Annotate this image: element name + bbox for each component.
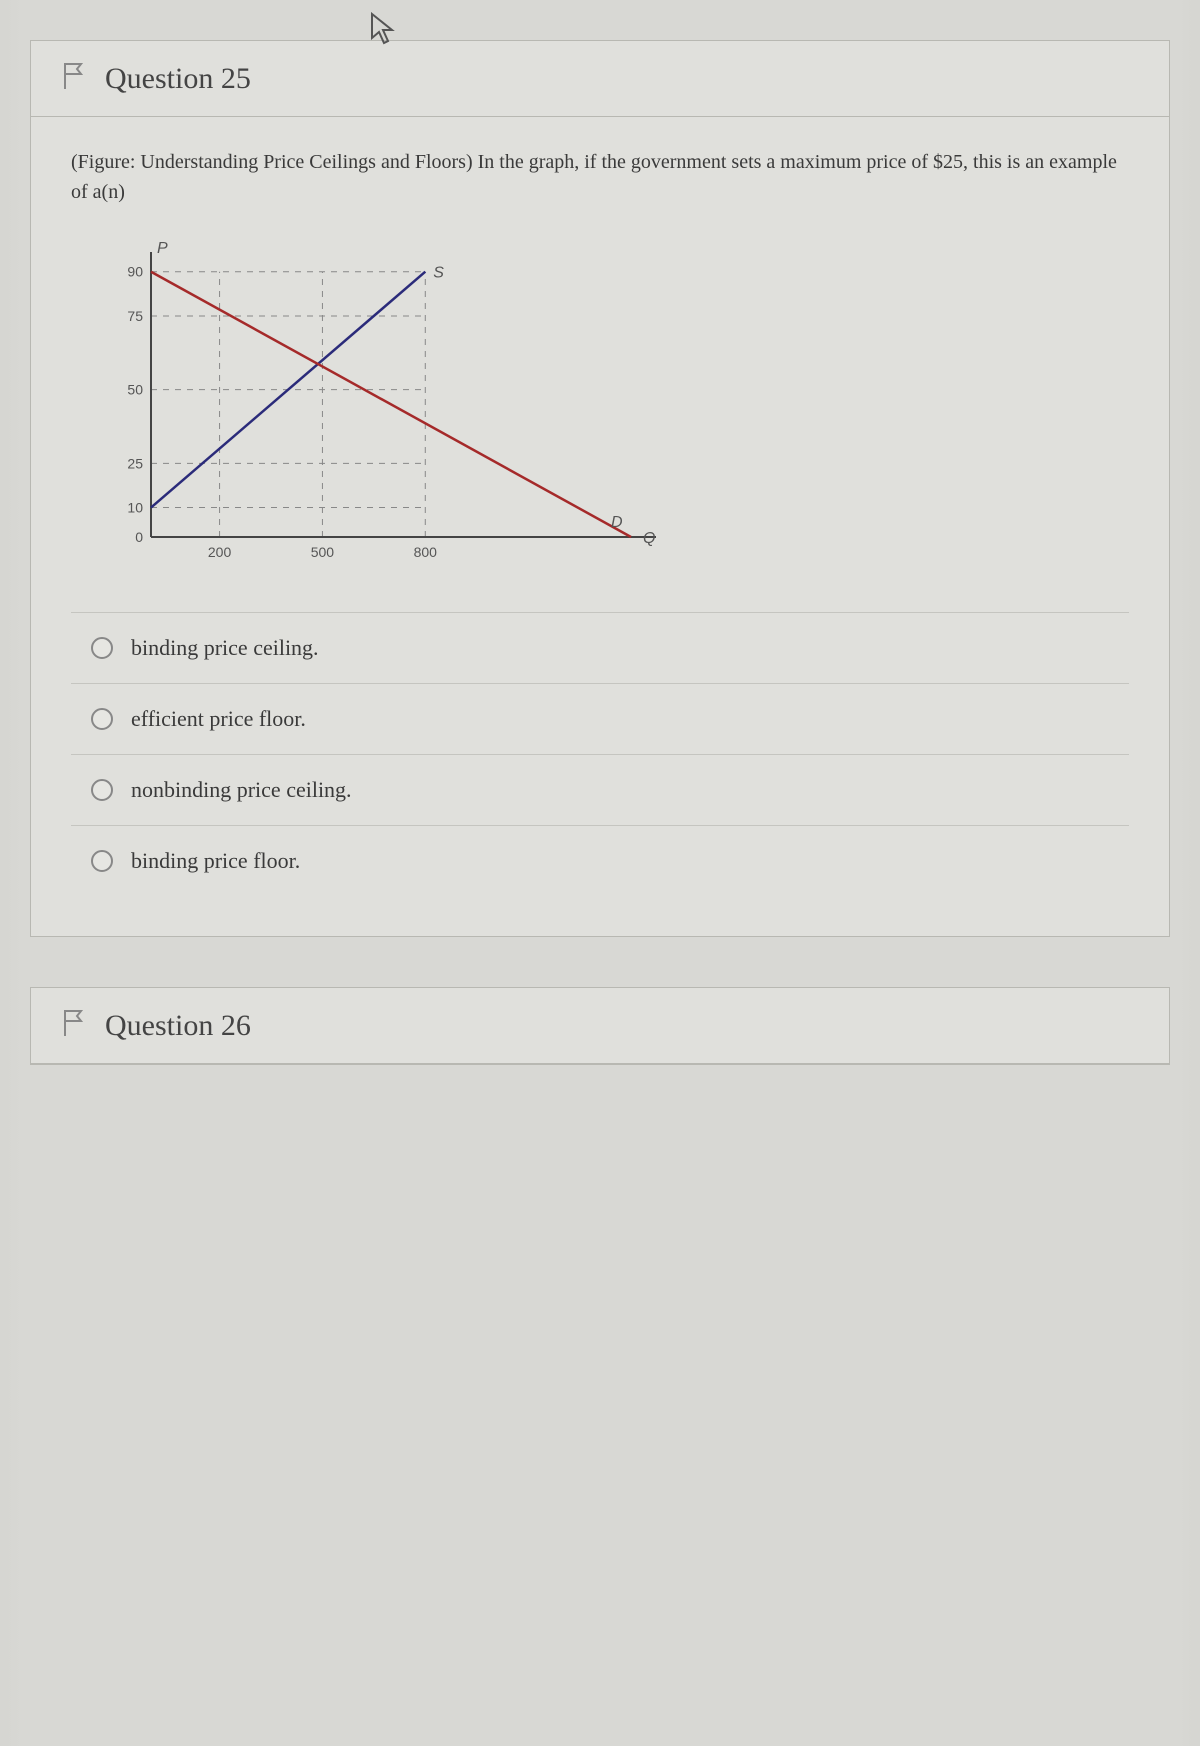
question-25-header: Question 25 xyxy=(31,41,1169,117)
svg-text:D: D xyxy=(611,514,623,531)
radio-icon xyxy=(91,779,113,801)
question-26-card: Question 26 xyxy=(30,987,1170,1065)
question-25-card: Question 25 (Figure: Understanding Price… xyxy=(30,40,1170,937)
svg-text:800: 800 xyxy=(414,544,438,560)
svg-text:500: 500 xyxy=(311,544,335,560)
option-label: binding price ceiling. xyxy=(131,635,319,661)
question-25-prompt: (Figure: Understanding Price Ceilings an… xyxy=(71,147,1129,207)
svg-text:75: 75 xyxy=(127,308,143,324)
flag-icon[interactable] xyxy=(61,61,87,96)
option-nonbinding-price-ceiling[interactable]: nonbinding price ceiling. xyxy=(71,755,1129,826)
svg-text:200: 200 xyxy=(208,544,232,560)
option-label: binding price floor. xyxy=(131,848,300,874)
svg-text:Q: Q xyxy=(643,530,655,547)
radio-icon xyxy=(91,637,113,659)
radio-icon xyxy=(91,850,113,872)
option-binding-price-ceiling[interactable]: binding price ceiling. xyxy=(71,613,1129,684)
question-25-body: (Figure: Understanding Price Ceilings an… xyxy=(31,117,1169,936)
question-25-title: Question 25 xyxy=(105,62,251,96)
svg-text:50: 50 xyxy=(127,382,143,398)
svg-text:P: P xyxy=(157,240,168,257)
answer-options: binding price ceiling. efficient price f… xyxy=(71,612,1129,896)
svg-text:0: 0 xyxy=(135,529,143,545)
svg-text:10: 10 xyxy=(127,500,143,516)
question-26-title: Question 26 xyxy=(105,1009,251,1043)
option-label: efficient price floor. xyxy=(131,706,306,732)
option-binding-price-floor[interactable]: binding price floor. xyxy=(71,826,1129,896)
question-26-header: Question 26 xyxy=(31,988,1169,1064)
price-chart: P Q S D 90 75 50 25 10 0 200 500 800 xyxy=(101,237,1129,572)
option-efficient-price-floor[interactable]: efficient price floor. xyxy=(71,684,1129,755)
radio-icon xyxy=(91,708,113,730)
svg-text:25: 25 xyxy=(127,455,143,471)
svg-text:90: 90 xyxy=(127,264,143,280)
option-label: nonbinding price ceiling. xyxy=(131,777,352,803)
flag-icon[interactable] xyxy=(61,1008,87,1043)
svg-text:S: S xyxy=(433,265,444,282)
chart-svg: P Q S D 90 75 50 25 10 0 200 500 800 xyxy=(101,237,661,567)
